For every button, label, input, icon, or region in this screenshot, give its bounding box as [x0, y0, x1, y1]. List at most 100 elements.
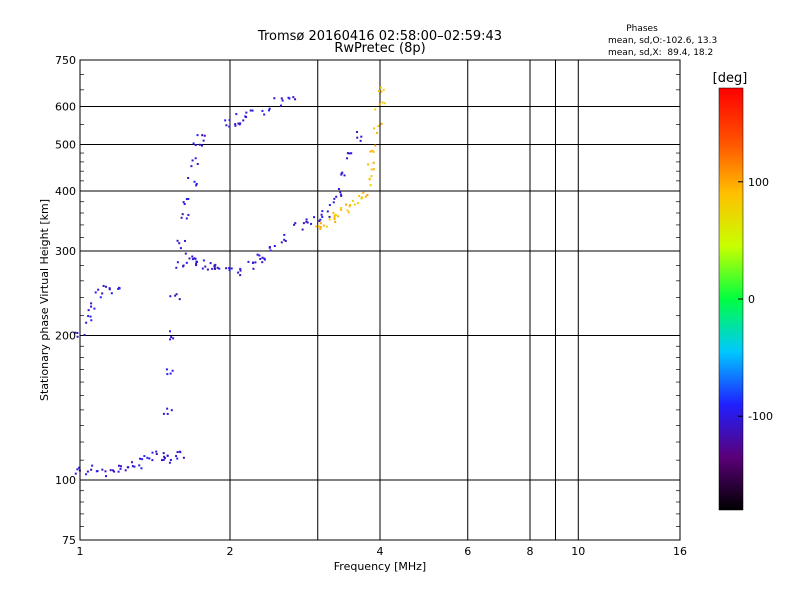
- data-point: [339, 190, 342, 193]
- data-point: [124, 469, 127, 472]
- data-point: [334, 220, 337, 223]
- data-point: [76, 468, 79, 471]
- data-point: [183, 203, 186, 206]
- data-point: [280, 241, 283, 244]
- data-point: [325, 225, 328, 228]
- data-point: [306, 221, 309, 224]
- data-point: [319, 226, 322, 229]
- data-point: [162, 412, 165, 415]
- colorbar-tick-label: -100: [748, 410, 773, 423]
- x-axis-label: Frequency [MHz]: [334, 560, 426, 573]
- data-point: [346, 152, 349, 155]
- data-point: [176, 457, 179, 460]
- data-point: [163, 455, 166, 458]
- data-point: [279, 104, 282, 107]
- data-point: [267, 109, 270, 112]
- data-point: [318, 219, 321, 222]
- data-point: [182, 201, 185, 204]
- data-point: [358, 194, 361, 197]
- data-point: [367, 163, 370, 166]
- data-point: [359, 139, 362, 142]
- data-point: [169, 338, 172, 341]
- data-point: [218, 267, 221, 270]
- data-point: [191, 159, 194, 162]
- data-point: [196, 134, 199, 137]
- data-point: [193, 180, 196, 183]
- data-point: [356, 131, 359, 134]
- data-point: [140, 467, 143, 470]
- data-point: [179, 247, 182, 250]
- data-point: [292, 96, 295, 99]
- x-tick-label: 1: [77, 545, 84, 558]
- data-point: [224, 119, 227, 122]
- data-point: [191, 258, 194, 261]
- data-point: [371, 149, 374, 152]
- data-point: [370, 175, 373, 178]
- data-point: [90, 305, 93, 308]
- data-point: [252, 267, 255, 270]
- data-point: [151, 459, 154, 462]
- data-point: [185, 217, 188, 220]
- data-point: [91, 464, 94, 467]
- data-point: [345, 203, 348, 206]
- data-point: [360, 197, 363, 200]
- data-point: [268, 246, 271, 249]
- data-point: [369, 184, 372, 187]
- data-point: [201, 267, 204, 270]
- data-point: [261, 109, 264, 112]
- data-point: [175, 293, 178, 296]
- data-point: [305, 218, 308, 221]
- data-point: [90, 468, 93, 471]
- phase-o-stats: mean, sd,O:-102.6, 13.3: [608, 36, 717, 46]
- data-point: [239, 122, 242, 125]
- data-point: [169, 330, 172, 333]
- data-point: [194, 257, 197, 260]
- data-point: [360, 135, 363, 138]
- y-tick-label: 400: [55, 185, 76, 198]
- data-point: [151, 451, 154, 454]
- data-point: [234, 123, 237, 126]
- data-point: [90, 319, 93, 322]
- data-point: [284, 239, 287, 242]
- data-point: [198, 143, 201, 146]
- data-point: [239, 274, 242, 277]
- data-point: [252, 261, 255, 264]
- data-point: [214, 263, 217, 266]
- data-point: [263, 113, 266, 116]
- data-point: [362, 191, 365, 194]
- data-point: [94, 291, 97, 294]
- data-point: [169, 458, 172, 461]
- y-tick-label: 750: [55, 54, 76, 67]
- data-point: [372, 168, 375, 171]
- data-point: [119, 467, 122, 470]
- data-point: [377, 125, 380, 128]
- data-point: [382, 88, 385, 91]
- x-tick-label: 4: [377, 545, 384, 558]
- data-point: [187, 198, 190, 201]
- data-point: [237, 122, 240, 125]
- data-point: [383, 102, 386, 105]
- data-point: [203, 134, 206, 137]
- data-point: [85, 473, 88, 476]
- data-point: [170, 409, 173, 412]
- data-point: [273, 245, 276, 248]
- data-point: [256, 253, 259, 256]
- data-point: [195, 260, 198, 263]
- data-point: [146, 456, 149, 459]
- data-point: [374, 108, 377, 111]
- data-point: [85, 321, 88, 324]
- data-point: [366, 194, 369, 197]
- data-point: [268, 107, 271, 110]
- data-point: [174, 294, 177, 297]
- data-point: [374, 144, 377, 147]
- x-tick-label: 10: [571, 545, 585, 558]
- data-point: [187, 176, 190, 179]
- data-point: [109, 469, 112, 472]
- data-point: [305, 220, 308, 223]
- data-point: [356, 202, 359, 205]
- data-point: [96, 470, 99, 473]
- data-point: [319, 222, 322, 225]
- data-point: [281, 99, 284, 102]
- data-point: [353, 203, 356, 206]
